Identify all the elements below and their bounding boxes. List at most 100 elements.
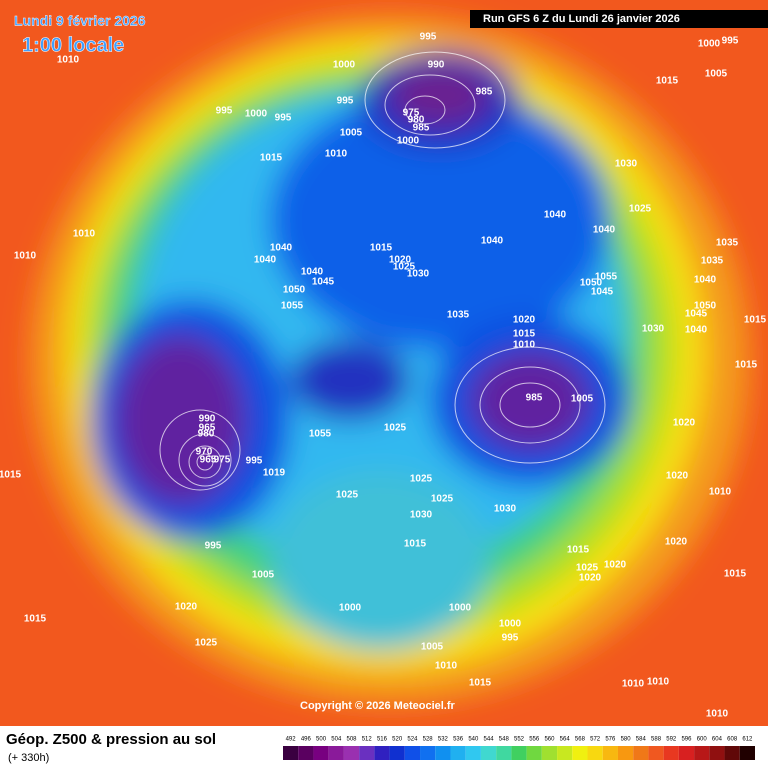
isobar-label: 995 [337,96,354,107]
scale-label: 584 [636,737,647,743]
scale-label: 568 [575,737,586,743]
isobar-label: 965 [200,455,217,466]
scale-label: 560 [544,737,555,743]
isobar-label: 1010 [513,340,536,351]
isobar-label: 1015 [744,315,767,326]
isobar-label: 1020 [673,418,696,429]
isobar-label: 1010 [647,677,670,688]
isobar-label: 1020 [389,255,412,266]
scale-swatch [572,746,588,760]
isobar-label: 1015 [735,360,758,371]
scale-swatch [480,746,497,760]
isobar-label: 1005 [571,394,594,405]
isobar-label: 1025 [431,494,454,505]
forecast-date: Lundi 9 février 2026 [14,13,146,29]
isobar-label: 1040 [481,236,504,247]
isobar-label: 990 [199,414,216,425]
lead-time: (+ 330h) [8,752,49,764]
scale-swatch [526,746,542,760]
isobar-label: 1035 [447,310,470,321]
isobar-label: 1015 [469,678,492,689]
isobar-label: 1000 [245,109,268,120]
isobar-label: 1030 [407,269,430,280]
isobar-label: 995 [502,633,519,644]
scale-swatch [465,746,481,760]
isobar-label: 1000 [333,60,356,71]
isobar-label: 1020 [175,602,198,613]
isobar-label: 1020 [665,537,688,548]
isobar-label: 1055 [595,272,618,283]
isobar-label: 1010 [14,251,37,262]
scale-label: 580 [621,737,632,743]
scale-swatch [328,746,344,760]
isobar-label: 980 [198,429,215,440]
isobar-label: 1010 [73,229,96,240]
isobar-label: 1040 [254,255,277,266]
isobar-label: 1015 [0,470,22,481]
scale-label: 528 [423,737,434,743]
isobar-label: 1030 [410,510,433,521]
scale-label: 496 [301,737,312,743]
scale-label: 564 [560,737,571,743]
scale-swatch [435,746,451,760]
isobar-label: 995 [420,32,437,43]
scale-swatch [343,746,360,760]
scale-swatch [602,746,618,760]
scale-swatch [496,746,512,760]
isobar-label: 1030 [615,159,638,170]
isobar-label: 1025 [576,563,599,574]
run-banner [470,10,768,28]
isobar-label: 1000 [449,603,472,614]
isobar-label: 970 [196,447,213,458]
isobar-label: 975 [403,108,420,119]
isobar-label: 1055 [281,301,304,312]
isobar-label: 1020 [579,573,602,584]
isobar-label: 1010 [325,149,348,160]
scale-swatch [541,746,558,760]
isobar-label: 995 [246,456,263,467]
scale-swatch [617,746,634,760]
footer-title: Géop. Z500 & pression au sol [6,731,216,748]
isobar-label: 1025 [393,262,416,273]
scale-swatch [557,746,573,760]
isobar-label: 965 [199,423,216,434]
scale-label: 520 [392,737,403,743]
isobar-label: 1000 [698,39,721,50]
scale-label: 508 [347,737,358,743]
isobar-label: 1030 [642,324,665,335]
isobar-label: 1010 [435,661,458,672]
isobar-label: 1010 [622,679,645,690]
run-info: Run GFS 6 Z du Lundi 26 janvier 2026 [483,13,680,25]
isobar-label: 1020 [666,471,689,482]
isobar-label: 1025 [629,204,652,215]
isobar-label: 995 [216,106,233,117]
isobar-label: 1050 [580,278,603,289]
isobar-label: 1015 [724,569,747,580]
scale-label: 592 [666,737,677,743]
scale-swatch [724,746,740,760]
scale-label: 548 [499,737,510,743]
isobar-label: 1000 [499,619,522,630]
isobar-label: 1005 [421,642,444,653]
isobar-label: 1015 [404,539,427,550]
isobar-label: 1040 [685,325,708,336]
scale-label: 516 [377,737,388,743]
scale-swatch [709,746,725,760]
scale-label: 604 [712,737,723,743]
isobar-label: 1015 [567,545,590,556]
isobar-label: 1050 [283,285,306,296]
scale-label: 524 [407,737,418,743]
map-field [0,0,768,726]
isobar-label: 1035 [716,238,739,249]
isobar-label: 975 [214,455,231,466]
scale-swatch [420,746,436,760]
local-time: 1:00 locale [22,34,124,56]
scale-swatch [450,746,466,760]
isobar-label: 1040 [593,225,616,236]
scale-swatch [633,746,649,760]
scale-label: 500 [316,737,327,743]
scale-swatch [678,746,695,760]
scale-label: 572 [590,737,601,743]
scale-swatch [374,746,390,760]
